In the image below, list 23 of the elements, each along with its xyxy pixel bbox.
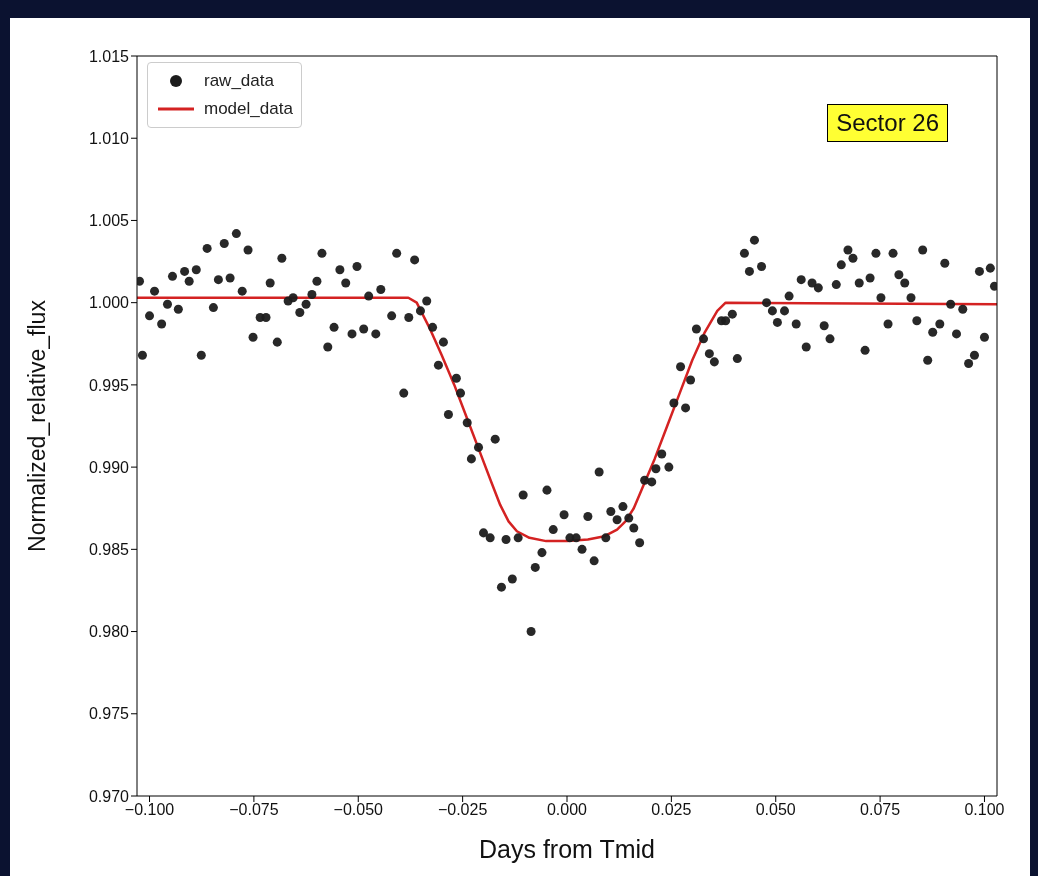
x-tick-label: 0.050 [755, 801, 796, 819]
x-tick-label: 0.025 [651, 801, 692, 819]
y-tick-label: 1.015 [88, 47, 130, 65]
line-series [137, 296, 997, 543]
x-tick-label: 0.000 [546, 801, 588, 819]
y-tick-label: 0.990 [88, 458, 130, 476]
x-tick-label: 0.100 [964, 801, 1005, 819]
x-tick-label: −0.050 [333, 801, 384, 819]
annotation: Sector 26 [827, 104, 948, 142]
legend-label: raw_data [204, 71, 274, 91]
legend-label: model_data [204, 99, 293, 119]
x-tick-label: 0.075 [860, 801, 901, 819]
x-axis-title: Days from Tmid [479, 835, 655, 863]
y-tick-label: 0.995 [88, 376, 130, 394]
y-tick-label: 1.010 [88, 129, 130, 147]
y-tick-label: 0.985 [88, 541, 130, 559]
x-tick-label: −0.025 [437, 801, 488, 819]
y-tick-label: 0.975 [88, 705, 130, 723]
y-axis-title: Normalized_relative_flux [24, 299, 51, 552]
x-tick-label: −0.075 [229, 801, 279, 819]
y-tick-label: 1.000 [88, 294, 130, 312]
y-tick-label: 0.980 [88, 623, 130, 641]
y-tick-label: 1.005 [88, 212, 130, 230]
